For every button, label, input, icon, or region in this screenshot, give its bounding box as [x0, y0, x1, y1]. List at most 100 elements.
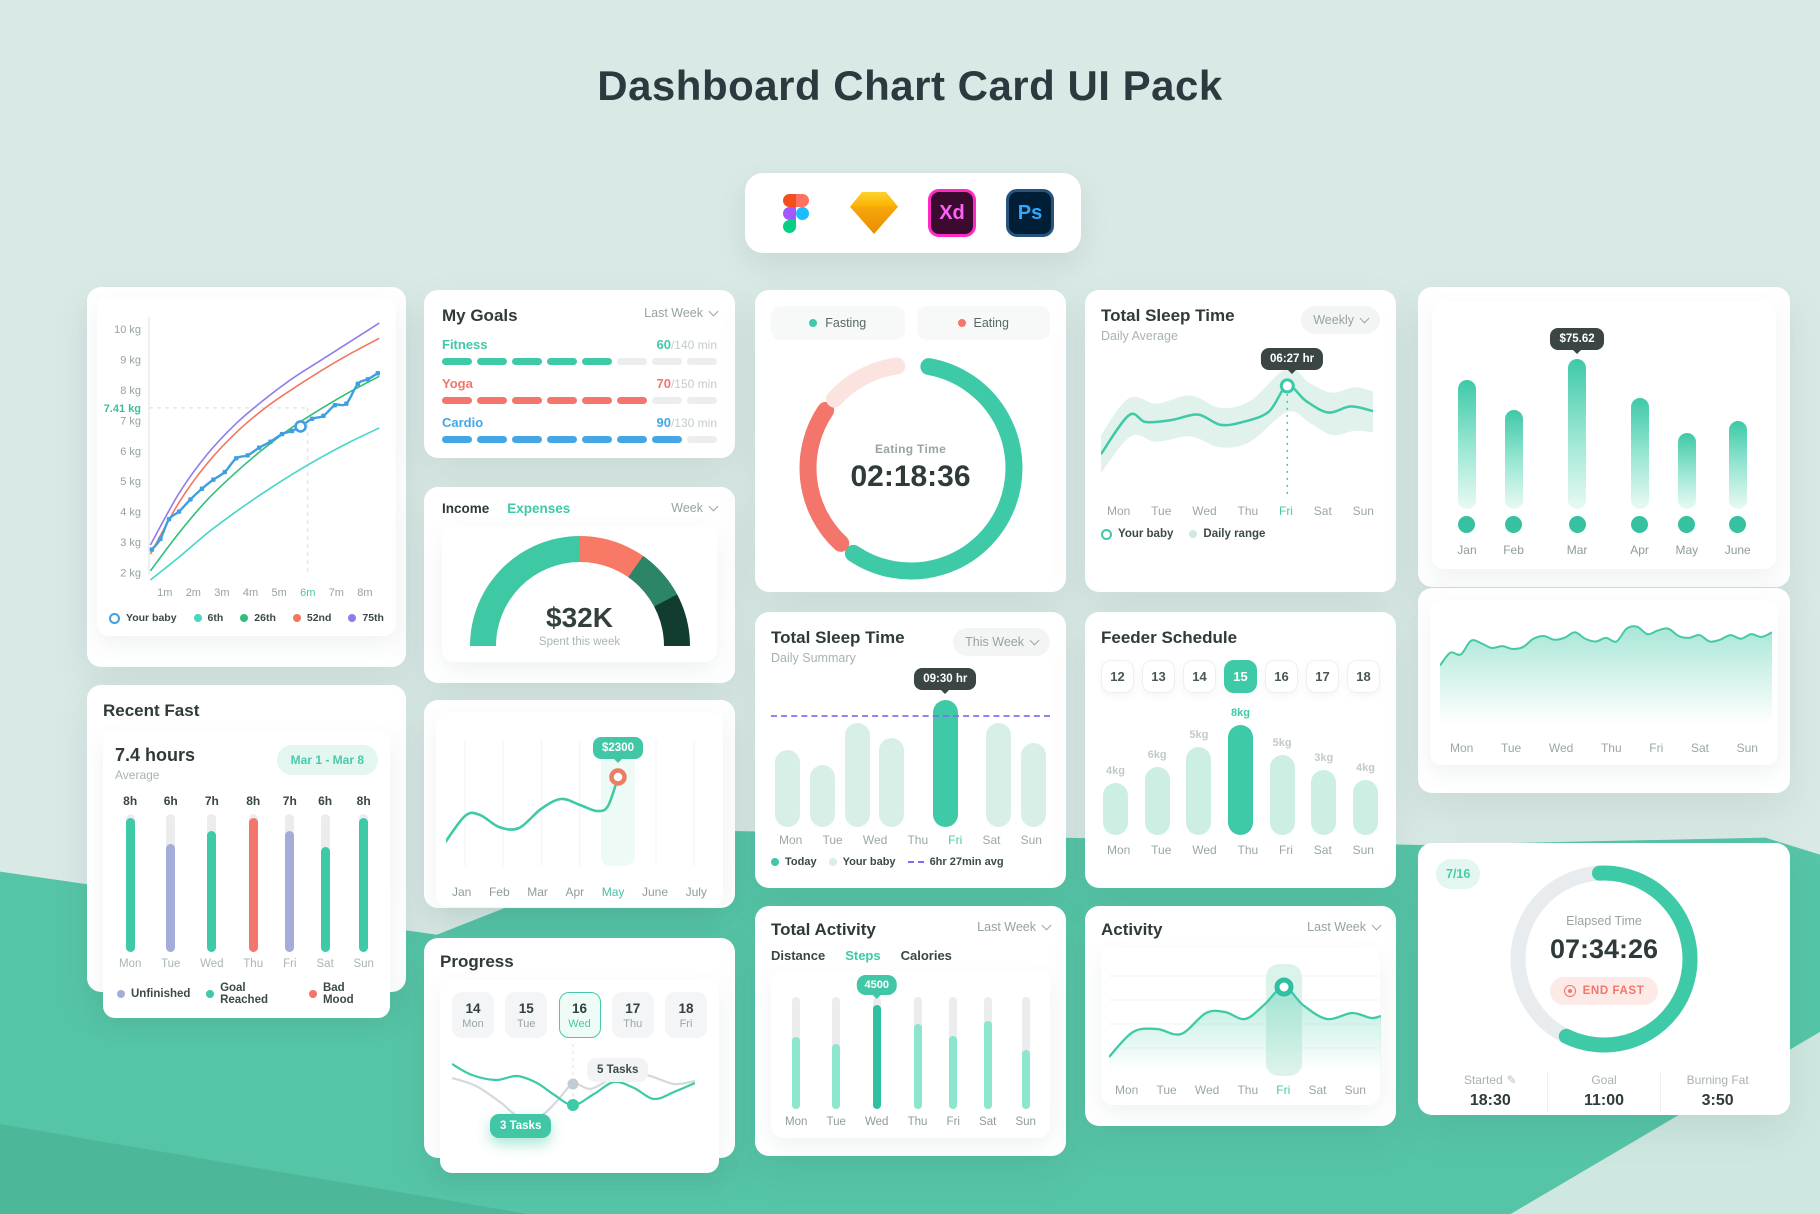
date-option-15[interactable]: 15 — [1224, 660, 1257, 693]
bar-value-label: 5kg — [1272, 737, 1292, 749]
goal-label: Cardio — [442, 415, 484, 430]
date-day: Thu — [623, 1017, 643, 1030]
goal-progress-segment — [442, 397, 472, 404]
date-option-18[interactable]: 18 Fri — [665, 992, 707, 1038]
legend-label: 26th — [254, 612, 276, 624]
tab-expenses[interactable]: Expenses — [507, 501, 571, 516]
date-option-16[interactable]: 16 — [1265, 660, 1298, 693]
svg-text:9 kg: 9 kg — [120, 355, 141, 367]
card-title: My Goals — [442, 306, 518, 325]
monthly-bar — [1568, 359, 1587, 509]
spending-trend-card: $2300 Jan Feb Mar Apr May June July — [424, 700, 735, 908]
bar-dot — [1505, 516, 1523, 533]
date-option-14[interactable]: 14 Mon — [452, 992, 494, 1038]
date-option-12[interactable]: 12 — [1101, 660, 1134, 693]
day-label: Fri — [948, 833, 963, 847]
button-label: Eating — [973, 316, 1009, 330]
stat-label: Burning Fat — [1686, 1073, 1749, 1087]
legend-item: Your baby — [828, 856, 896, 868]
legend-dot — [957, 319, 966, 327]
goal-row: Cardio 90/130 min — [442, 415, 717, 443]
date-option-17[interactable]: 17 Thu — [611, 992, 654, 1038]
period-dropdown[interactable]: Week — [671, 501, 719, 515]
chevron-down-icon — [1029, 635, 1040, 646]
day-label: Sun — [1352, 843, 1374, 857]
tab-calories[interactable]: Calories — [900, 948, 952, 963]
goal-row: Yoga 70/150 min — [442, 376, 717, 404]
income-expenses-tabs: Income Expenses — [442, 501, 570, 516]
xd-label: Xd — [939, 201, 965, 224]
month-label: Mar — [1566, 543, 1588, 557]
bar-track — [166, 814, 176, 952]
monthly-bar-column: Apr — [1630, 315, 1649, 557]
period-dropdown[interactable]: Last Week — [1307, 920, 1382, 934]
goal-progress-bar — [442, 436, 717, 443]
edit-icon[interactable]: ✎ — [1506, 1073, 1517, 1087]
tab-steps[interactable]: Steps — [845, 948, 881, 963]
end-fast-button[interactable]: END FAST — [1549, 976, 1659, 1005]
monthly-bar — [1630, 398, 1649, 509]
trend-tooltip: $2300 — [593, 737, 643, 759]
day-label: Mon — [1107, 843, 1131, 857]
sketch-icon — [850, 189, 898, 237]
date-option-15[interactable]: 15 Tue — [505, 992, 548, 1038]
design-tools-bar: Xd Ps — [745, 173, 1081, 253]
stat-value: 3:50 — [1701, 1092, 1734, 1109]
bar-fill — [359, 818, 369, 952]
month-label: May — [1675, 543, 1699, 557]
date-option-13[interactable]: 13 — [1142, 660, 1175, 693]
goal-progress-segment — [617, 358, 647, 365]
feeder-bar — [1103, 783, 1128, 835]
date-range-badge[interactable]: Mar 1 - Mar 8 — [276, 745, 378, 775]
date-option-16[interactable]: 16 Wed — [558, 992, 601, 1038]
month-label: Feb — [488, 885, 510, 899]
legend-label: Goal Reached — [220, 982, 268, 1006]
period-dropdown[interactable]: Weekly — [1301, 306, 1380, 334]
monthly-bar-column: $75.62 Mar — [1550, 315, 1604, 557]
day-label: Fri — [1649, 741, 1664, 755]
feeder-bar — [1269, 755, 1295, 835]
bar-value-label: 6kg — [1147, 749, 1167, 761]
goal-progress-segment — [512, 358, 542, 365]
recent-fast-bars: 8h Mon 6h Tue 7h Wed 8h Thu 7h Fri 6h Sat 8h Sun — [115, 794, 378, 970]
goal-progress-segment — [477, 436, 507, 443]
activity-bar-column: Sat — [979, 997, 996, 1128]
svg-text:4m: 4m — [243, 587, 258, 599]
fasting-eating-buttons: Fasting Eating — [771, 306, 1050, 340]
bar-fill — [913, 1023, 922, 1109]
period-dropdown[interactable]: This Week — [953, 628, 1050, 656]
bar-value-label: 8h — [123, 794, 138, 808]
feeder-bars-chart: 4kg 6kg 5kg 8kg 5kg 3kg 4kg — [1101, 707, 1380, 835]
feeder-schedule-card: Feeder Schedule 12 13 14 15 16 17 18 4kg 6kg 5kg… — [1085, 612, 1396, 888]
svg-text:2m: 2m — [186, 587, 201, 599]
day-label: Fri — [1278, 504, 1293, 518]
tab-income[interactable]: Income — [442, 501, 490, 516]
trend-chart: $2300 — [440, 728, 713, 883]
feeder-date-picker: 12 13 14 15 16 17 18 — [1101, 660, 1380, 693]
goal-progress-segment — [652, 358, 682, 365]
tab-distance[interactable]: Distance — [771, 948, 826, 963]
monthly-bar-column: May — [1675, 315, 1698, 557]
monthly-bars-chart: Jan Feb $75.62 Mar Apr May June — [1444, 315, 1764, 557]
day-label: Fri — [1278, 843, 1293, 857]
legend-label: Today — [785, 856, 817, 868]
period-dropdown[interactable]: Last Week — [977, 920, 1052, 934]
fasting-timer-card: Fasting Eating Eating Time 02:18:36 — [755, 290, 1066, 592]
period-dropdown[interactable]: Last Week — [644, 306, 719, 320]
bar-fill — [1021, 1049, 1030, 1109]
fasting-button[interactable]: Fasting — [771, 306, 905, 340]
fast-stat-goal: Goal 11:00 — [1546, 1071, 1661, 1112]
day-label: Tue — [1156, 1083, 1177, 1097]
date-option-17[interactable]: 17 — [1306, 660, 1339, 693]
sleep-bar — [844, 723, 870, 827]
bar-value-label: 8kg — [1230, 707, 1250, 719]
eating-button[interactable]: Eating — [916, 306, 1050, 340]
weekly-area-card: Mon Tue Wed Thu Fri Sat Sun — [1418, 588, 1790, 793]
svg-text:7m: 7m — [329, 587, 344, 599]
activity-bar-column: 4500 Wed — [856, 975, 897, 1128]
date-option-14[interactable]: 14 — [1183, 660, 1216, 693]
day-label: Thu — [1237, 843, 1259, 857]
legend-label: Your baby — [126, 612, 177, 624]
date-option-18[interactable]: 18 — [1347, 660, 1380, 693]
